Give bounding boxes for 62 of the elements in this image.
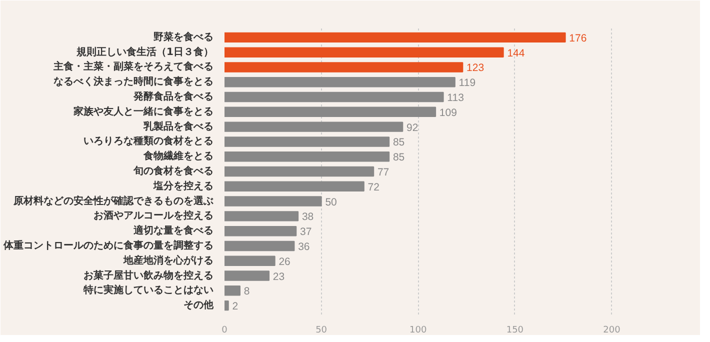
y-tick-label: その他 bbox=[184, 299, 214, 312]
y-tick-label: 主食・主菜・副菜をそろえて食べる bbox=[52, 60, 214, 73]
data-label: 77 bbox=[377, 166, 390, 178]
bar bbox=[224, 286, 240, 296]
y-tick-label: 発酵食品を食べる bbox=[132, 90, 214, 103]
bar bbox=[224, 32, 566, 43]
bar bbox=[224, 136, 390, 147]
bar bbox=[224, 47, 504, 58]
y-tick-label: なるべく決まった時間に食事をとる bbox=[54, 76, 214, 88]
bar bbox=[224, 166, 374, 177]
data-label: 8 bbox=[244, 286, 250, 298]
x-tick-label: 50 bbox=[316, 326, 328, 336]
data-label: 37 bbox=[300, 226, 312, 238]
y-tick-label: 塩分を控える bbox=[152, 180, 214, 192]
data-label: 26 bbox=[278, 256, 291, 268]
bar bbox=[224, 181, 364, 192]
x-tick-label: 150 bbox=[506, 326, 524, 336]
bar bbox=[224, 151, 390, 162]
x-tick-label: 0 bbox=[222, 326, 228, 336]
y-tick-label: 地産地消を心がける bbox=[122, 254, 214, 266]
bar bbox=[224, 211, 299, 222]
x-tick-label: 200 bbox=[603, 326, 621, 336]
data-label: 109 bbox=[439, 106, 458, 119]
bar bbox=[224, 106, 436, 118]
data-label: 113 bbox=[447, 92, 464, 104]
data-label: 2 bbox=[232, 300, 238, 313]
data-label: 176 bbox=[569, 32, 587, 44]
y-tick-label: お菓子屋甘い飲み物を控える bbox=[84, 269, 214, 282]
bar bbox=[224, 270, 270, 281]
y-tick-label: 野菜を食べる bbox=[154, 30, 214, 43]
y-tick-label: 規則正しい食生活（1日３食） bbox=[76, 46, 214, 58]
data-label: 85 bbox=[392, 136, 405, 149]
data-label: 85 bbox=[392, 152, 405, 164]
bar bbox=[224, 77, 456, 88]
y-tick-label: 特に実施していることはない bbox=[82, 284, 214, 296]
data-label: 23 bbox=[272, 270, 285, 283]
bar bbox=[224, 226, 297, 236]
data-label: 36 bbox=[298, 240, 310, 253]
y-tick-label: 乳製品を食べる bbox=[142, 120, 214, 132]
y-tick-label: 家族や友人と一緒に食事をとる bbox=[72, 105, 214, 118]
bar bbox=[224, 92, 444, 102]
y-tick-label: いろりろな種類の食材をとる bbox=[84, 135, 214, 148]
bar bbox=[224, 196, 322, 206]
y-tick-label: 原材料などの安全性が確認できるものを選ぶ bbox=[12, 194, 214, 207]
x-tick-label: 100 bbox=[410, 326, 427, 336]
y-tick-label: 適切な量を食べる bbox=[132, 224, 214, 237]
y-tick-label: 食物繊維をとる bbox=[142, 150, 214, 162]
y-tick-label: お酒やアルコールを控える bbox=[94, 210, 214, 222]
bar bbox=[224, 256, 276, 266]
data-label: 119 bbox=[458, 77, 476, 90]
bar bbox=[224, 122, 404, 132]
bar bbox=[224, 62, 464, 72]
bar bbox=[224, 300, 229, 311]
data-label: 38 bbox=[302, 211, 314, 224]
data-label: 92 bbox=[406, 122, 418, 134]
data-label: 144 bbox=[507, 47, 525, 60]
bar bbox=[224, 240, 295, 252]
data-label: 50 bbox=[325, 196, 338, 208]
y-tick-label: 体重コントロールのために食事の量を調整する bbox=[2, 239, 214, 252]
data-label: 123 bbox=[466, 62, 484, 74]
data-label: 72 bbox=[368, 181, 380, 194]
y-tick-label: 旬の食材を食べる bbox=[132, 165, 214, 177]
